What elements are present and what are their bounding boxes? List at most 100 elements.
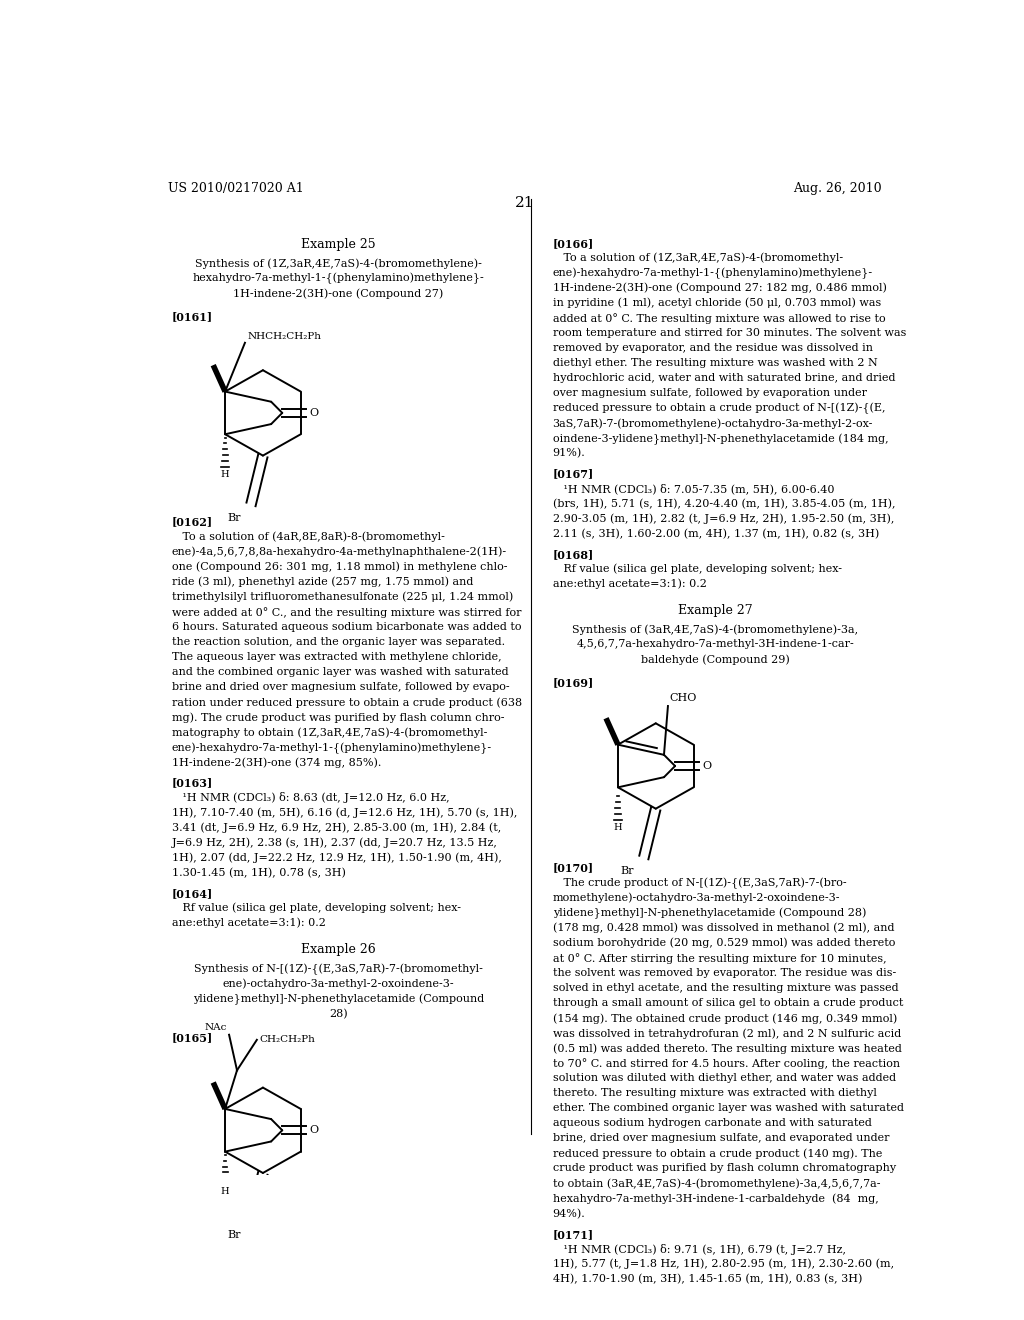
Text: at 0° C. After stirring the resulting mixture for 10 minutes,: at 0° C. After stirring the resulting mi… bbox=[553, 953, 886, 964]
Text: Example 26: Example 26 bbox=[301, 942, 376, 956]
Text: Example 25: Example 25 bbox=[301, 238, 376, 251]
Text: and the combined organic layer was washed with saturated: and the combined organic layer was washe… bbox=[172, 667, 508, 677]
Text: 2.90-3.05 (m, 1H), 2.82 (t, J=6.9 Hz, 2H), 1.95-2.50 (m, 3H),: 2.90-3.05 (m, 1H), 2.82 (t, J=6.9 Hz, 2H… bbox=[553, 513, 894, 524]
Text: over magnesium sulfate, followed by evaporation under: over magnesium sulfate, followed by evap… bbox=[553, 388, 866, 399]
Text: 6 hours. Saturated aqueous sodium bicarbonate was added to: 6 hours. Saturated aqueous sodium bicarb… bbox=[172, 622, 521, 632]
Text: Synthesis of (1Z,3aR,4E,7aS)-4-(bromomethylene)-: Synthesis of (1Z,3aR,4E,7aS)-4-(bromomet… bbox=[195, 257, 481, 268]
Text: solved in ethyl acetate, and the resulting mixture was passed: solved in ethyl acetate, and the resulti… bbox=[553, 983, 898, 993]
Text: [0168]: [0168] bbox=[553, 549, 594, 560]
Text: Rf value (silica gel plate, developing solvent; hex-: Rf value (silica gel plate, developing s… bbox=[553, 564, 842, 574]
Text: (154 mg). The obtained crude product (146 mg, 0.349 mmol): (154 mg). The obtained crude product (14… bbox=[553, 1012, 897, 1023]
Text: Example 27: Example 27 bbox=[678, 605, 753, 616]
Text: 1.30-1.45 (m, 1H), 0.78 (s, 3H): 1.30-1.45 (m, 1H), 0.78 (s, 3H) bbox=[172, 867, 345, 878]
Text: [0165]: [0165] bbox=[172, 1032, 213, 1043]
Text: 2.11 (s, 3H), 1.60-2.00 (m, 4H), 1.37 (m, 1H), 0.82 (s, 3H): 2.11 (s, 3H), 1.60-2.00 (m, 4H), 1.37 (m… bbox=[553, 528, 879, 539]
Text: CHO: CHO bbox=[670, 693, 697, 704]
Text: (178 mg, 0.428 mmol) was dissolved in methanol (2 ml), and: (178 mg, 0.428 mmol) was dissolved in me… bbox=[553, 923, 894, 933]
Text: J=6.9 Hz, 2H), 2.38 (s, 1H), 2.37 (dd, J=20.7 Hz, 13.5 Hz,: J=6.9 Hz, 2H), 2.38 (s, 1H), 2.37 (dd, J… bbox=[172, 838, 498, 849]
Text: to 70° C. and stirred for 4.5 hours. After cooling, the reaction: to 70° C. and stirred for 4.5 hours. Aft… bbox=[553, 1059, 900, 1069]
Text: The crude product of N-[(1Z)-{(E,3aS,7aR)-7-(bro-: The crude product of N-[(1Z)-{(E,3aS,7aR… bbox=[553, 878, 846, 888]
Text: the reaction solution, and the organic layer was separated.: the reaction solution, and the organic l… bbox=[172, 638, 505, 647]
Text: Synthesis of N-[(1Z)-{(E,3aS,7aR)-7-(bromomethyl-: Synthesis of N-[(1Z)-{(E,3aS,7aR)-7-(bro… bbox=[194, 964, 482, 974]
Text: room temperature and stirred for 30 minutes. The solvent was: room temperature and stirred for 30 minu… bbox=[553, 327, 906, 338]
Text: To a solution of (4aR,8E,8aR)-8-(bromomethyl-: To a solution of (4aR,8E,8aR)-8-(bromome… bbox=[172, 532, 444, 543]
Text: O: O bbox=[309, 1125, 318, 1135]
Text: oindene-3-ylidene}methyl]-N-phenethylacetamide (184 mg,: oindene-3-ylidene}methyl]-N-phenethylace… bbox=[553, 433, 888, 445]
Text: ration under reduced pressure to obtain a crude product (638: ration under reduced pressure to obtain … bbox=[172, 697, 522, 708]
Text: sodium borohydride (20 mg, 0.529 mmol) was added thereto: sodium borohydride (20 mg, 0.529 mmol) w… bbox=[553, 937, 895, 948]
Text: in pyridine (1 ml), acetyl chloride (50 μl, 0.703 mmol) was: in pyridine (1 ml), acetyl chloride (50 … bbox=[553, 298, 881, 309]
Text: (0.5 ml) was added thereto. The resulting mixture was heated: (0.5 ml) was added thereto. The resultin… bbox=[553, 1043, 901, 1053]
Text: ether. The combined organic layer was washed with saturated: ether. The combined organic layer was wa… bbox=[553, 1104, 903, 1113]
Text: through a small amount of silica gel to obtain a crude product: through a small amount of silica gel to … bbox=[553, 998, 903, 1008]
Text: reduced pressure to obtain a crude product (140 mg). The: reduced pressure to obtain a crude produ… bbox=[553, 1148, 882, 1159]
Text: 21: 21 bbox=[515, 195, 535, 210]
Text: US 2010/0217020 A1: US 2010/0217020 A1 bbox=[168, 182, 303, 195]
Text: matography to obtain (1Z,3aR,4E,7aS)-4-(bromomethyl-: matography to obtain (1Z,3aR,4E,7aS)-4-(… bbox=[172, 727, 487, 738]
Text: [0169]: [0169] bbox=[553, 677, 594, 689]
Text: Aug. 26, 2010: Aug. 26, 2010 bbox=[794, 182, 882, 195]
Text: O: O bbox=[309, 408, 318, 418]
Text: diethyl ether. The resulting mixture was washed with 2 N: diethyl ether. The resulting mixture was… bbox=[553, 358, 878, 368]
Text: Rf value (silica gel plate, developing solvent; hex-: Rf value (silica gel plate, developing s… bbox=[172, 903, 461, 913]
Text: 4,5,6,7,7a-hexahydro-7a-methyl-3H-indene-1-car-: 4,5,6,7,7a-hexahydro-7a-methyl-3H-indene… bbox=[577, 639, 854, 649]
Text: NHCH₂CH₂Ph: NHCH₂CH₂Ph bbox=[248, 331, 322, 341]
Text: (brs, 1H), 5.71 (s, 1H), 4.20-4.40 (m, 1H), 3.85-4.05 (m, 1H),: (brs, 1H), 5.71 (s, 1H), 4.20-4.40 (m, 1… bbox=[553, 499, 895, 508]
Text: the solvent was removed by evaporator. The residue was dis-: the solvent was removed by evaporator. T… bbox=[553, 968, 896, 978]
Text: ene)-hexahydro-7a-methyl-1-{(phenylamino)methylene}-: ene)-hexahydro-7a-methyl-1-{(phenylamino… bbox=[553, 268, 872, 279]
Text: 3aS,7aR)-7-(bromomethylene)-octahydro-3a-methyl-2-ox-: 3aS,7aR)-7-(bromomethylene)-octahydro-3a… bbox=[553, 418, 872, 429]
Text: thereto. The resulting mixture was extracted with diethyl: thereto. The resulting mixture was extra… bbox=[553, 1088, 877, 1098]
Text: brine and dried over magnesium sulfate, followed by evapo-: brine and dried over magnesium sulfate, … bbox=[172, 682, 509, 692]
Text: Br: Br bbox=[620, 866, 634, 875]
Text: The aqueous layer was extracted with methylene chloride,: The aqueous layer was extracted with met… bbox=[172, 652, 502, 661]
Text: [0167]: [0167] bbox=[553, 469, 594, 479]
Text: one (Compound 26: 301 mg, 1.18 mmol) in methylene chlo-: one (Compound 26: 301 mg, 1.18 mmol) in … bbox=[172, 562, 507, 573]
Text: [0161]: [0161] bbox=[172, 312, 213, 322]
Text: ene)-octahydro-3a-methyl-2-oxoindene-3-: ene)-octahydro-3a-methyl-2-oxoindene-3- bbox=[222, 978, 454, 989]
Text: Br: Br bbox=[227, 1230, 241, 1239]
Text: ane:ethyl acetate=3:1): 0.2: ane:ethyl acetate=3:1): 0.2 bbox=[172, 917, 326, 928]
Text: were added at 0° C., and the resulting mixture was stirred for: were added at 0° C., and the resulting m… bbox=[172, 607, 521, 618]
Text: ylidene}methyl]-N-phenethylacetamide (Compound: ylidene}methyl]-N-phenethylacetamide (Co… bbox=[193, 994, 484, 1005]
Text: ane:ethyl acetate=3:1): 0.2: ane:ethyl acetate=3:1): 0.2 bbox=[553, 578, 707, 589]
Text: 1H), 2.07 (dd, J=22.2 Hz, 12.9 Hz, 1H), 1.50-1.90 (m, 4H),: 1H), 2.07 (dd, J=22.2 Hz, 12.9 Hz, 1H), … bbox=[172, 853, 502, 863]
Text: 1H), 5.77 (t, J=1.8 Hz, 1H), 2.80-2.95 (m, 1H), 2.30-2.60 (m,: 1H), 5.77 (t, J=1.8 Hz, 1H), 2.80-2.95 (… bbox=[553, 1259, 894, 1270]
Text: ¹H NMR (CDCl₃) δ: 8.63 (dt, J=12.0 Hz, 6.0 Hz,: ¹H NMR (CDCl₃) δ: 8.63 (dt, J=12.0 Hz, 6… bbox=[172, 792, 450, 804]
Text: H: H bbox=[221, 470, 229, 479]
Text: mg). The crude product was purified by flash column chro-: mg). The crude product was purified by f… bbox=[172, 711, 504, 722]
Text: 3.41 (dt, J=6.9 Hz, 6.9 Hz, 2H), 2.85-3.00 (m, 1H), 2.84 (t,: 3.41 (dt, J=6.9 Hz, 6.9 Hz, 2H), 2.85-3.… bbox=[172, 822, 501, 833]
Text: ene)-4a,5,6,7,8,8a-hexahydro-4a-methylnaphthalene-2(1H)-: ene)-4a,5,6,7,8,8a-hexahydro-4a-methylna… bbox=[172, 546, 507, 557]
Text: ¹H NMR (CDCl₃) δ: 9.71 (s, 1H), 6.79 (t, J=2.7 Hz,: ¹H NMR (CDCl₃) δ: 9.71 (s, 1H), 6.79 (t,… bbox=[553, 1243, 846, 1255]
Text: To a solution of (1Z,3aR,4E,7aS)-4-(bromomethyl-: To a solution of (1Z,3aR,4E,7aS)-4-(brom… bbox=[553, 252, 843, 263]
Text: brine, dried over magnesium sulfate, and evaporated under: brine, dried over magnesium sulfate, and… bbox=[553, 1134, 889, 1143]
Text: 4H), 1.70-1.90 (m, 3H), 1.45-1.65 (m, 1H), 0.83 (s, 3H): 4H), 1.70-1.90 (m, 3H), 1.45-1.65 (m, 1H… bbox=[553, 1274, 862, 1284]
Text: H: H bbox=[613, 822, 623, 832]
Text: CH₂CH₂Ph: CH₂CH₂Ph bbox=[259, 1035, 315, 1044]
Text: [0164]: [0164] bbox=[172, 888, 213, 899]
Text: [0171]: [0171] bbox=[553, 1229, 594, 1239]
Text: aqueous sodium hydrogen carbonate and with saturated: aqueous sodium hydrogen carbonate and wi… bbox=[553, 1118, 871, 1129]
Text: hexahydro-7a-methyl-3H-indene-1-carbaldehyde  (84  mg,: hexahydro-7a-methyl-3H-indene-1-carbalde… bbox=[553, 1193, 879, 1204]
Text: [0163]: [0163] bbox=[172, 777, 213, 788]
Text: 91%).: 91%). bbox=[553, 449, 586, 458]
Text: O: O bbox=[702, 762, 712, 771]
Text: ylidene}methyl]-N-phenethylacetamide (Compound 28): ylidene}methyl]-N-phenethylacetamide (Co… bbox=[553, 908, 866, 919]
Text: 1H-indene-2(3H)-one (Compound 27: 182 mg, 0.486 mmol): 1H-indene-2(3H)-one (Compound 27: 182 mg… bbox=[553, 282, 887, 293]
Text: hexahydro-7a-methyl-1-{(phenylamino)methylene}-: hexahydro-7a-methyl-1-{(phenylamino)meth… bbox=[193, 273, 484, 284]
Text: H: H bbox=[221, 1187, 229, 1196]
Text: ene)-hexahydro-7a-methyl-1-{(phenylamino)methylene}-: ene)-hexahydro-7a-methyl-1-{(phenylamino… bbox=[172, 742, 492, 754]
Text: 28): 28) bbox=[329, 1008, 347, 1019]
Text: added at 0° C. The resulting mixture was allowed to rise to: added at 0° C. The resulting mixture was… bbox=[553, 313, 885, 323]
Text: 1H-indene-2(3H)-one (Compound 27): 1H-indene-2(3H)-one (Compound 27) bbox=[233, 288, 443, 298]
Text: hydrochloric acid, water and with saturated brine, and dried: hydrochloric acid, water and with satura… bbox=[553, 374, 895, 383]
Text: [0170]: [0170] bbox=[553, 862, 594, 874]
Text: trimethylsilyl trifluoromethanesulfonate (225 μl, 1.24 mmol): trimethylsilyl trifluoromethanesulfonate… bbox=[172, 591, 513, 602]
Text: to obtain (3aR,4E,7aS)-4-(bromomethylene)-3a,4,5,6,7,7a-: to obtain (3aR,4E,7aS)-4-(bromomethylene… bbox=[553, 1179, 880, 1189]
Text: [0166]: [0166] bbox=[553, 238, 594, 248]
Text: ¹H NMR (CDCl₃) δ: 7.05-7.35 (m, 5H), 6.00-6.40: ¹H NMR (CDCl₃) δ: 7.05-7.35 (m, 5H), 6.0… bbox=[553, 483, 835, 494]
Text: crude product was purified by flash column chromatography: crude product was purified by flash colu… bbox=[553, 1163, 896, 1173]
Text: was dissolved in tetrahydrofuran (2 ml), and 2 N sulfuric acid: was dissolved in tetrahydrofuran (2 ml),… bbox=[553, 1028, 901, 1039]
Text: ride (3 ml), phenethyl azide (257 mg, 1.75 mmol) and: ride (3 ml), phenethyl azide (257 mg, 1.… bbox=[172, 577, 473, 587]
Text: reduced pressure to obtain a crude product of N-[(1Z)-{(E,: reduced pressure to obtain a crude produ… bbox=[553, 403, 885, 414]
Text: Synthesis of (3aR,4E,7aS)-4-(bromomethylene)-3a,: Synthesis of (3aR,4E,7aS)-4-(bromomethyl… bbox=[572, 624, 858, 635]
